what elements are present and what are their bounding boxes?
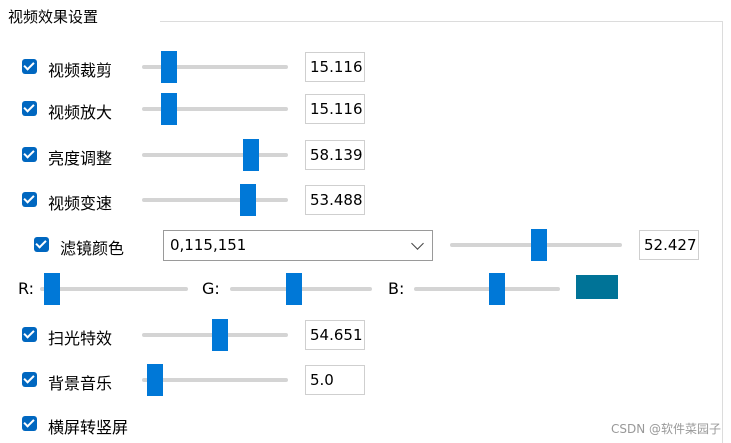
checkbox[interactable] bbox=[22, 327, 37, 342]
label: 视频放大 bbox=[48, 103, 113, 122]
slider-thumb[interactable] bbox=[147, 364, 163, 396]
slider-track[interactable] bbox=[414, 287, 560, 291]
label: 扫光特效 bbox=[48, 329, 113, 348]
combo-text: 0,115,151 bbox=[170, 236, 247, 254]
dropdown-arrow bbox=[411, 237, 424, 250]
slider-thumb[interactable] bbox=[243, 139, 259, 171]
text-box[interactable]: 53.488 bbox=[305, 185, 365, 215]
label: G: bbox=[202, 279, 220, 298]
slider-thumb[interactable] bbox=[286, 273, 302, 305]
slider-track[interactable] bbox=[142, 378, 288, 382]
slider-thumb[interactable] bbox=[531, 229, 547, 261]
group-title: 视频效果设置 bbox=[8, 8, 99, 26]
label: 滤镜颜色 bbox=[60, 239, 125, 258]
text-box[interactable]: 52.427 bbox=[639, 230, 699, 260]
slider-track[interactable] bbox=[142, 65, 288, 69]
slider-thumb[interactable] bbox=[240, 184, 256, 216]
combo-box[interactable]: 0,115,151 bbox=[163, 230, 433, 261]
slider-thumb[interactable] bbox=[212, 319, 228, 351]
text-box[interactable]: 15.116 bbox=[305, 94, 365, 124]
label: B: bbox=[388, 279, 405, 298]
label: R: bbox=[18, 279, 35, 298]
slider-track[interactable] bbox=[142, 107, 288, 111]
label: 视频裁剪 bbox=[48, 61, 113, 80]
slider-thumb[interactable] bbox=[44, 273, 60, 305]
group-border bbox=[160, 21, 723, 22]
slider-thumb[interactable] bbox=[161, 51, 177, 83]
slider-track[interactable] bbox=[142, 153, 288, 157]
text-box[interactable]: 15.116 bbox=[305, 52, 365, 82]
checkbox[interactable] bbox=[22, 59, 37, 74]
checkbox[interactable] bbox=[22, 192, 37, 207]
checkbox[interactable] bbox=[22, 147, 37, 162]
label: 亮度调整 bbox=[48, 149, 113, 168]
text-box[interactable]: 5.0 bbox=[305, 365, 365, 395]
slider-thumb[interactable] bbox=[161, 93, 177, 125]
group-border bbox=[722, 21, 723, 443]
color-swatch[interactable] bbox=[576, 275, 618, 299]
checkbox[interactable] bbox=[34, 237, 49, 252]
slider-thumb[interactable] bbox=[489, 273, 505, 305]
label: 视频变速 bbox=[48, 194, 113, 213]
text-box[interactable]: 58.139 bbox=[305, 140, 365, 170]
slider-track[interactable] bbox=[40, 287, 188, 291]
label: 背景音乐 bbox=[48, 374, 113, 393]
slider-track[interactable] bbox=[142, 198, 288, 202]
checkbox[interactable] bbox=[22, 101, 37, 116]
label: 横屏转竖屏 bbox=[48, 418, 129, 437]
checkbox[interactable] bbox=[22, 372, 37, 387]
checkbox[interactable] bbox=[22, 416, 37, 431]
text-box[interactable]: 54.651 bbox=[305, 320, 365, 350]
watermark: CSDN @软件菜园子 bbox=[610, 422, 721, 436]
